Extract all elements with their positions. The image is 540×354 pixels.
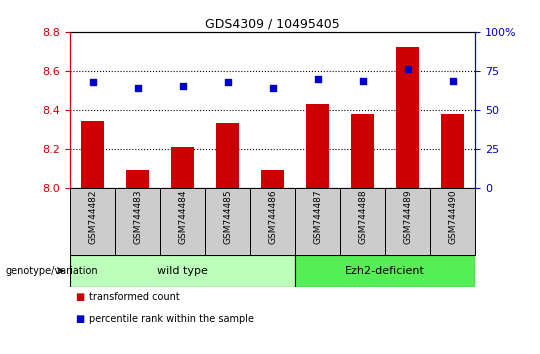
Text: percentile rank within the sample: percentile rank within the sample [89, 314, 254, 324]
FancyBboxPatch shape [430, 188, 475, 255]
Bar [261, 170, 284, 188]
Bar [307, 104, 329, 188]
FancyBboxPatch shape [250, 188, 295, 255]
Point [89, 80, 97, 85]
Title: GDS4309 / 10495405: GDS4309 / 10495405 [205, 18, 340, 31]
Bar [217, 123, 239, 188]
Point [448, 78, 457, 83]
Point [359, 78, 367, 83]
FancyBboxPatch shape [295, 188, 340, 255]
FancyBboxPatch shape [205, 188, 250, 255]
Text: GSM744488: GSM744488 [358, 190, 367, 244]
Bar [352, 114, 374, 188]
Bar [442, 114, 464, 188]
Text: GSM744483: GSM744483 [133, 190, 142, 244]
FancyBboxPatch shape [295, 255, 475, 287]
Text: GSM744482: GSM744482 [88, 190, 97, 244]
Bar [396, 47, 419, 188]
Text: ■: ■ [76, 314, 85, 324]
FancyBboxPatch shape [340, 188, 385, 255]
Text: ■: ■ [76, 292, 85, 302]
FancyBboxPatch shape [115, 188, 160, 255]
Text: Ezh2-deficient: Ezh2-deficient [345, 266, 425, 276]
FancyBboxPatch shape [70, 255, 295, 287]
Point [133, 86, 142, 91]
Bar [82, 121, 104, 188]
Text: GSM744489: GSM744489 [403, 190, 412, 244]
FancyBboxPatch shape [160, 188, 205, 255]
Point [224, 80, 232, 85]
Bar [172, 147, 194, 188]
Text: GSM744484: GSM744484 [178, 190, 187, 244]
Text: transformed count: transformed count [89, 292, 180, 302]
Text: GSM744486: GSM744486 [268, 190, 277, 244]
Point [178, 84, 187, 89]
Text: GSM744485: GSM744485 [223, 190, 232, 244]
Point [313, 76, 322, 81]
Text: genotype/variation: genotype/variation [5, 266, 98, 276]
Bar [126, 170, 149, 188]
Text: GSM744490: GSM744490 [448, 190, 457, 244]
Point [403, 66, 412, 72]
FancyBboxPatch shape [385, 188, 430, 255]
Point [268, 86, 277, 91]
FancyBboxPatch shape [70, 188, 115, 255]
Text: wild type: wild type [157, 266, 208, 276]
Text: GSM744487: GSM744487 [313, 190, 322, 244]
